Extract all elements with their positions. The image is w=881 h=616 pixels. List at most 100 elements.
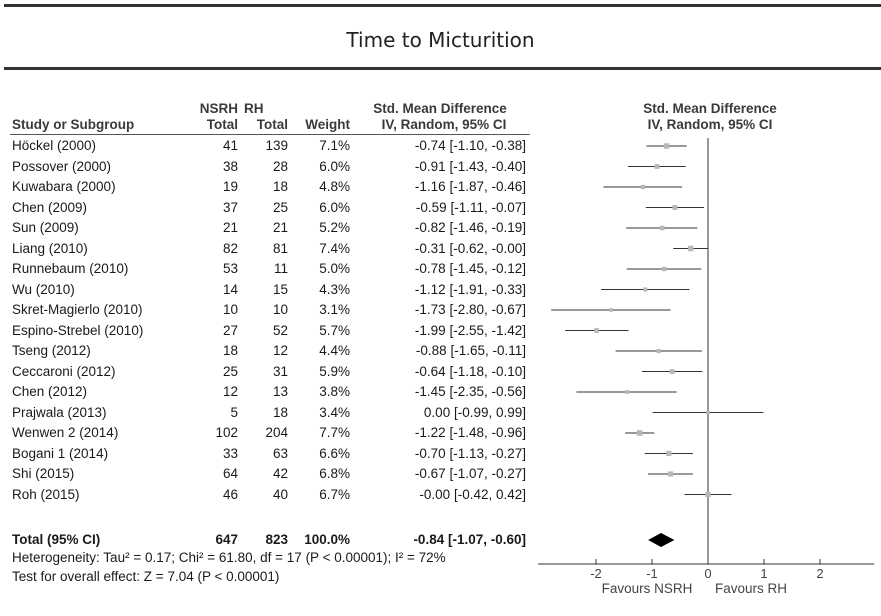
header-smd-bottom: IV, Random, 95% CI [381,117,507,132]
rh-total: 18 [272,179,288,194]
study-label: Liang (2010) [12,240,88,256]
rh-total: 13 [272,384,288,399]
point-marker [666,450,672,457]
point-marker [643,287,648,292]
study-label: Höckel (2000) [12,138,97,153]
x-tick-label: 1 [760,566,767,581]
weight-value: 5.2% [319,220,350,235]
smd-ci-value: -1.22 [-1.48, -0.96] [414,425,526,440]
nsrh-total: 82 [222,240,238,256]
study-label: Tseng (2012) [12,343,91,358]
overall-effect-text: Test for overall effect: Z = 7.04 (P < 0… [12,569,280,584]
smd-ci-value: -0.31 [-0.62, -0.00] [414,240,526,256]
rh-total: 42 [272,466,288,481]
smd-ci-value: -1.99 [-2.55, -1.42] [414,322,526,338]
total-label: Total (95% CI) [12,532,101,547]
rh-total: 21 [272,220,288,235]
nsrh-total: 18 [222,343,238,358]
header-smd-top: Std. Mean Difference [373,101,507,116]
chart-title: Time to Micturition [346,28,535,52]
study-label: Roh (2015) [12,486,80,502]
nsrh-total: 41 [222,138,238,153]
point-marker [636,430,643,436]
study-label: Ceccaroni (2012) [12,363,116,379]
study-label: Prajwala (2013) [12,404,107,420]
point-marker [624,390,629,394]
smd-ci-value: -0.59 [-1.11, -0.07] [415,199,526,215]
point-marker [706,410,710,415]
study-label: Possover (2000) [12,158,112,174]
weight-value: 4.8% [319,179,350,194]
point-marker [654,164,660,169]
weight-value: 5.9% [319,363,350,379]
nsrh-total: 19 [222,179,238,194]
total-weight: 100.0% [304,532,350,547]
smd-ci-value: -0.78 [-1.45, -0.12] [414,261,526,276]
study-label: Skret-Magierlo (2010) [12,302,143,317]
x-tick-label: 2 [816,566,823,581]
header-weight: Weight [305,117,350,132]
total-ci: -0.84 [-1.07, -0.60] [413,532,526,547]
study-label: Espino-Strebel (2010) [12,322,144,338]
point-marker [667,471,674,477]
smd-ci-value: -0.67 [-1.07, -0.27] [414,466,526,481]
x-tick-label: -2 [590,566,602,581]
point-marker [594,328,599,333]
header-rh-bottom: Total [256,117,288,132]
rh-total: 12 [272,343,288,358]
nsrh-total: 27 [222,322,238,338]
weight-value: 3.4% [319,404,350,420]
header-study: Study or Subgroup [12,117,135,132]
point-marker [672,205,678,210]
smd-ci-value: -0.64 [-1.18, -0.10] [414,363,526,379]
study-label: Shi (2015) [12,466,75,481]
smd-ci-value: -1.16 [-1.87, -0.46] [414,179,526,194]
weight-value: 7.4% [319,240,350,256]
smd-ci-value: -0.91 [-1.43, -0.40] [414,158,526,174]
nsrh-total: 102 [215,425,238,440]
weight-value: 5.7% [319,322,350,338]
point-marker [659,225,665,231]
study-label: Chen (2009) [12,199,88,215]
rh-total: 10 [272,302,288,317]
rh-total: 52 [272,322,288,338]
rh-total: 81 [272,240,288,256]
weight-value: 3.8% [319,384,350,399]
header-rh-top: RH [244,101,264,116]
favours-left-label: Favours NSRH [601,581,693,596]
nsrh-total: 10 [222,302,238,317]
nsrh-total: 25 [222,363,238,379]
total-rh: 823 [265,532,288,547]
smd-ci-value: -0.70 [-1.13, -0.27] [414,445,526,461]
summary-diamond [648,533,675,547]
study-label: Wenwen 2 (2014) [12,425,119,440]
weight-value: 3.1% [319,302,350,317]
title-rule [4,67,881,70]
smd-ci-value: -1.45 [-2.35, -0.56] [414,384,526,399]
point-marker [669,369,675,374]
header-underline [10,134,530,135]
study-label: Sun (2009) [12,220,79,235]
x-tick-label: 0 [704,566,711,581]
point-marker [662,266,667,272]
point-marker [609,308,613,312]
nsrh-total: 37 [222,199,238,215]
header-nsrh-bottom: Total [206,117,238,132]
nsrh-total: 12 [222,384,238,399]
weight-value: 7.7% [319,425,350,440]
weight-value: 7.1% [319,138,350,153]
smd-ci-value: -0.82 [-1.46, -0.19] [414,220,526,235]
point-marker [640,184,646,190]
point-marker [687,245,694,252]
rh-total: 28 [272,158,288,174]
weight-value: 6.0% [319,199,350,215]
smd-ci-value: -0.88 [-1.65, -0.11] [415,343,526,358]
weight-value: 4.3% [319,281,350,297]
favours-right-label: Favours RH [714,581,787,596]
rh-total: 25 [272,199,288,215]
smd-ci-value: -1.12 [-1.91, -0.33] [414,281,526,297]
nsrh-total: 46 [222,486,238,502]
point-marker [663,143,670,149]
nsrh-total: 64 [222,466,238,481]
